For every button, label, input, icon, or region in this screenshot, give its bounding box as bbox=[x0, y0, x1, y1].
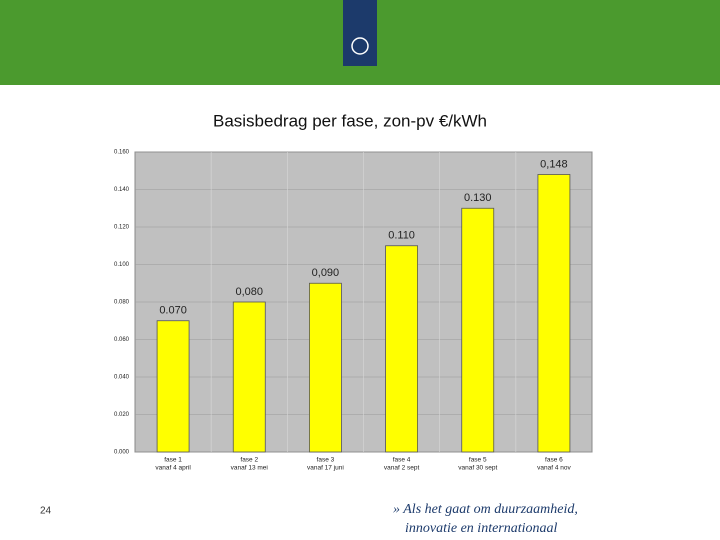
x-tick-label: fase 6 bbox=[545, 457, 563, 464]
data-label: 0,148 bbox=[540, 158, 568, 170]
logo bbox=[343, 0, 377, 66]
chart-title: Basisbedrag per fase, zon-pv €/kWh bbox=[213, 111, 487, 130]
data-label: 0.110 bbox=[388, 230, 415, 242]
data-label: 0.130 bbox=[464, 192, 492, 204]
footer-line: innovatie en internationaal bbox=[405, 521, 558, 536]
data-label: 0,090 bbox=[312, 267, 340, 279]
x-tick-label: vanaf 17 juni bbox=[307, 465, 344, 472]
x-tick-label: fase 3 bbox=[317, 457, 335, 464]
data-label: 0.070 bbox=[159, 305, 187, 317]
bar bbox=[309, 282, 342, 453]
data-label: 0,080 bbox=[235, 286, 263, 298]
y-tick-label: 0.100 bbox=[114, 262, 130, 268]
y-tick-label: 0.060 bbox=[114, 337, 130, 343]
y-tick-label: 0.040 bbox=[114, 375, 130, 381]
y-tick-label: 0.160 bbox=[114, 150, 130, 156]
slide-number: 24 bbox=[40, 506, 52, 517]
y-tick-label: 0.140 bbox=[114, 187, 130, 193]
x-tick-label: fase 2 bbox=[240, 457, 258, 464]
x-tick-label: vanaf 13 mei bbox=[231, 465, 268, 472]
x-tick-label: vanaf 2 sept bbox=[384, 465, 420, 472]
x-tick-label: fase 1 bbox=[164, 457, 182, 464]
y-tick-label: 0.000 bbox=[114, 450, 130, 456]
bar bbox=[461, 207, 495, 453]
bar bbox=[385, 245, 418, 453]
bar bbox=[156, 320, 190, 453]
x-tick-label: fase 5 bbox=[469, 457, 487, 464]
x-tick-label: vanaf 30 sept bbox=[458, 465, 497, 472]
footer-line: » Als het gaat om duurzaamheid, bbox=[393, 502, 578, 517]
bar bbox=[537, 174, 571, 453]
x-tick-label: vanaf 4 nov bbox=[537, 465, 571, 472]
y-tick-label: 0.020 bbox=[114, 412, 130, 418]
bar bbox=[232, 301, 266, 453]
y-tick-label: 0.120 bbox=[114, 225, 130, 231]
logo-emblem bbox=[351, 37, 369, 55]
x-tick-label: vanaf 4 april bbox=[155, 465, 191, 472]
y-tick-label: 0.080 bbox=[114, 300, 130, 306]
x-tick-label: fase 4 bbox=[393, 457, 411, 464]
